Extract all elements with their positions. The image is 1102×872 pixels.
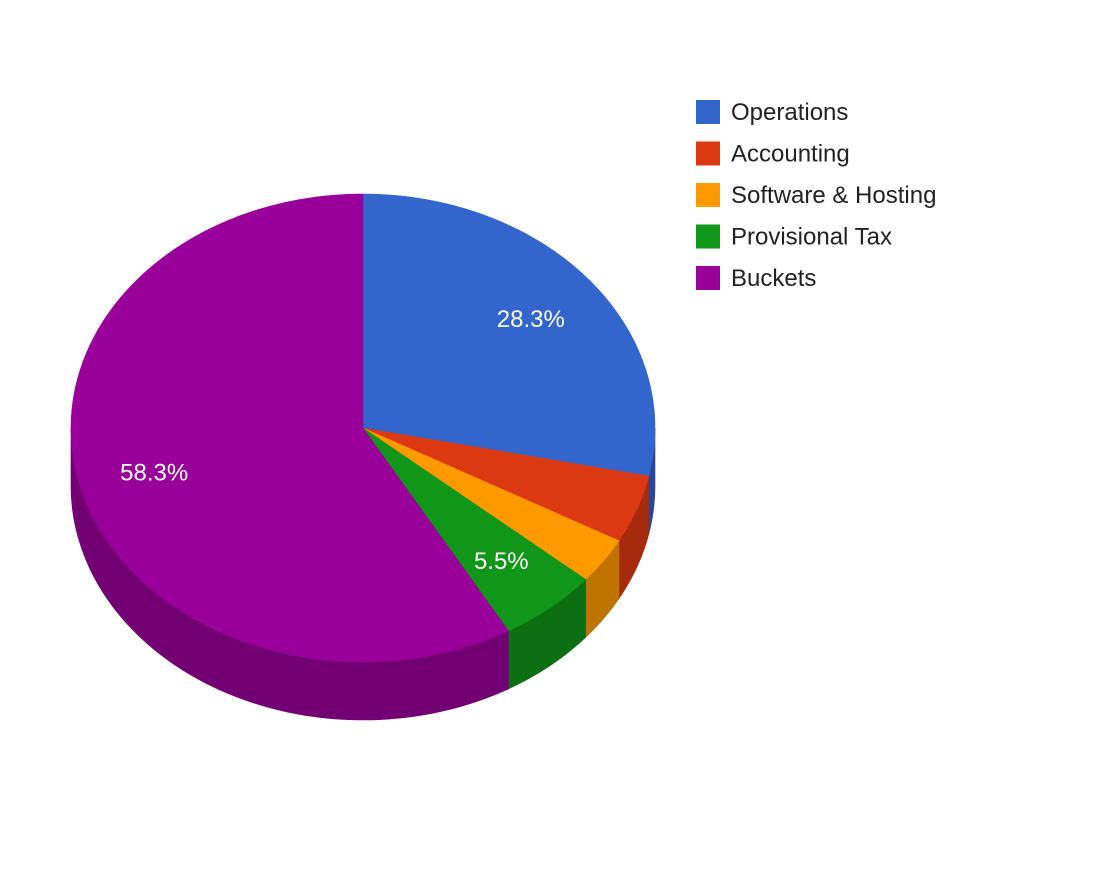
legend: Operations Accounting Software & Hosting Pr… [696, 99, 936, 292]
legend-item-software-and-hosting[interactable]: Software & Hosting [696, 182, 936, 209]
legend-item-accounting[interactable]: Accounting [696, 141, 850, 168]
legend-item-operations[interactable]: Operations [696, 99, 848, 126]
pie-slices [70, 193, 656, 663]
legend-item-provisional-tax[interactable]: Provisional Tax [696, 224, 892, 251]
pie-slice-accounting [362, 427, 650, 542]
legend-label: Provisional Tax [731, 224, 892, 251]
pie-slice-buckets [70, 193, 509, 663]
legend-item-buckets[interactable]: Buckets [696, 265, 816, 292]
legend-swatch [696, 224, 720, 249]
pie-slice-provisional-tax [362, 427, 587, 632]
slice-labels: 28.3% 5.5% 58.3% [120, 306, 565, 575]
slice-label-buckets: 58.3% [120, 460, 188, 487]
legend-label: Operations [731, 99, 848, 126]
slice-label-operations: 28.3% [497, 306, 565, 333]
legend-swatch [696, 141, 720, 166]
pie-sides [70, 427, 656, 721]
legend-label: Accounting [731, 141, 850, 168]
legend-swatch [696, 100, 720, 124]
slice-label-provisional-tax: 5.5% [474, 548, 529, 575]
pie-slice-operations [362, 193, 656, 477]
legend-label: Software & Hosting [731, 182, 936, 209]
legend-swatch [696, 183, 720, 207]
legend-label: Buckets [731, 265, 816, 292]
legend-swatch [696, 266, 720, 290]
pie-slice-software-and-hosting [362, 427, 620, 580]
